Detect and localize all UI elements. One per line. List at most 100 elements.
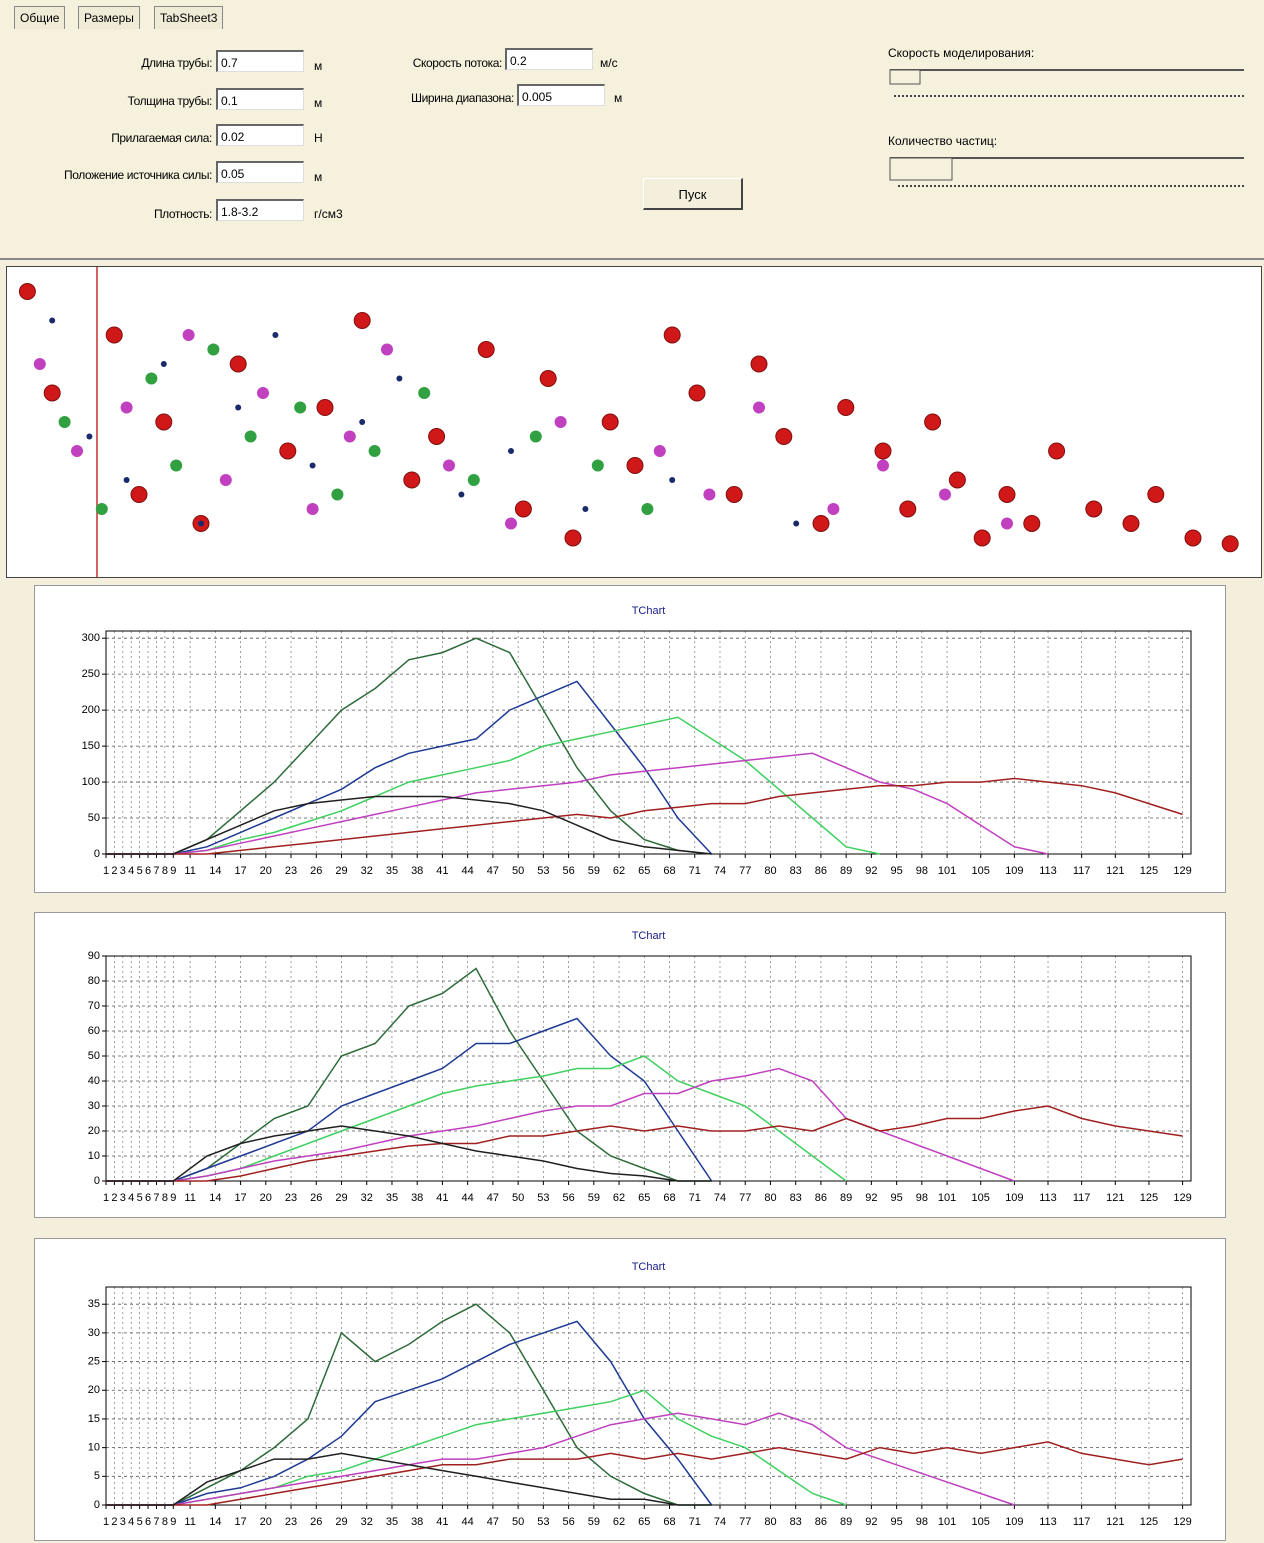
x-tick-label: 14 <box>209 865 221 877</box>
particle <box>272 332 278 338</box>
particle <box>515 501 531 517</box>
particle <box>654 445 666 457</box>
particle <box>230 356 246 372</box>
x-tick-label: 117 <box>1073 865 1091 877</box>
particle <box>96 503 108 515</box>
text-input[interactable]: 0.05 <box>216 161 304 183</box>
particle <box>726 487 742 503</box>
x-tick-label: 53 <box>537 1516 549 1528</box>
x-tick-label: 7 <box>153 1192 159 1204</box>
x-tick-label: 9 <box>170 865 176 877</box>
particle <box>443 460 455 472</box>
particle <box>280 443 296 459</box>
particle <box>877 460 889 472</box>
slider[interactable] <box>888 62 1244 102</box>
start-button[interactable]: Пуск <box>643 178 743 210</box>
y-tick-label: 250 <box>82 668 100 680</box>
tab[interactable]: Размеры <box>78 6 140 29</box>
x-tick-label: 74 <box>714 1192 726 1204</box>
x-tick-label: 5 <box>137 1516 143 1528</box>
x-tick-label: 26 <box>310 1516 322 1528</box>
particle <box>1148 487 1164 503</box>
particle <box>198 521 204 527</box>
chart-panel: TChart0501001502002503001234567891114172… <box>34 585 1226 893</box>
x-tick-label: 4 <box>128 865 134 877</box>
text-input[interactable]: 0.7 <box>216 50 304 72</box>
particle <box>369 445 381 457</box>
particle <box>170 460 182 472</box>
unit: м <box>314 96 322 110</box>
x-tick-label: 8 <box>162 1192 168 1204</box>
text-input[interactable]: 0.02 <box>216 124 304 146</box>
field-label: Длина трубы: <box>0 56 212 70</box>
x-tick-label: 9 <box>170 1516 176 1528</box>
unit: м <box>614 91 622 105</box>
x-tick-label: 74 <box>714 865 726 877</box>
x-tick-label: 113 <box>1039 1192 1057 1204</box>
particle <box>999 487 1015 503</box>
x-tick-label: 14 <box>209 1192 221 1204</box>
x-tick-label: 121 <box>1106 1192 1124 1204</box>
particle <box>939 489 951 501</box>
x-tick-label: 35 <box>386 1516 398 1528</box>
particle <box>689 385 705 401</box>
x-tick-label: 26 <box>310 865 322 877</box>
x-tick-label: 129 <box>1173 1192 1191 1204</box>
particle <box>156 414 172 430</box>
x-tick-label: 129 <box>1173 865 1191 877</box>
x-tick-label: 65 <box>638 1192 650 1204</box>
text-input[interactable]: 0.2 <box>505 48 593 70</box>
particle <box>530 431 542 443</box>
particle <box>592 460 604 472</box>
chart-title: TChart <box>632 1261 666 1273</box>
text-input[interactable]: 0.1 <box>216 88 304 110</box>
particle <box>1185 530 1201 546</box>
particle <box>49 318 55 324</box>
x-tick-label: 32 <box>361 1516 373 1528</box>
y-tick-label: 300 <box>82 632 100 644</box>
x-tick-label: 62 <box>613 865 625 877</box>
series-line <box>106 681 712 854</box>
x-tick-label: 129 <box>1173 1516 1191 1528</box>
x-tick-label: 38 <box>411 865 423 877</box>
x-tick-label: 77 <box>739 865 751 877</box>
tab[interactable]: Общие <box>14 6 65 29</box>
x-tick-label: 3 <box>120 865 126 877</box>
y-tick-label: 30 <box>88 1327 100 1339</box>
x-tick-label: 95 <box>890 1192 902 1204</box>
x-tick-label: 113 <box>1039 865 1057 877</box>
text-input[interactable]: 0.005 <box>517 84 605 106</box>
y-tick-label: 80 <box>88 975 100 987</box>
x-tick-label: 6 <box>145 1192 151 1204</box>
particle <box>540 371 556 387</box>
text-input[interactable]: 1.8-3.2 <box>216 199 304 221</box>
x-tick-label: 56 <box>562 865 574 877</box>
x-tick-label: 56 <box>562 1192 574 1204</box>
x-tick-label: 80 <box>764 1192 776 1204</box>
x-tick-label: 5 <box>137 865 143 877</box>
x-tick-label: 89 <box>840 1192 852 1204</box>
field-label: Прилагаемая сила: <box>0 131 212 145</box>
x-tick-label: 62 <box>613 1516 625 1528</box>
particle <box>478 342 494 358</box>
x-tick-label: 92 <box>865 1516 877 1528</box>
x-tick-label: 101 <box>938 865 956 877</box>
series-line <box>106 797 712 855</box>
x-tick-label: 125 <box>1140 1192 1158 1204</box>
x-tick-label: 41 <box>436 1516 448 1528</box>
particle <box>59 416 71 428</box>
x-tick-label: 56 <box>562 1516 574 1528</box>
x-tick-label: 9 <box>170 1192 176 1204</box>
particle <box>106 327 122 343</box>
particle <box>1024 516 1040 532</box>
x-tick-label: 109 <box>1005 1192 1023 1204</box>
tab[interactable]: TabSheet3 <box>154 6 223 29</box>
x-tick-label: 1 <box>103 1516 109 1528</box>
x-tick-label: 68 <box>663 1516 675 1528</box>
slider[interactable] <box>888 150 1244 190</box>
chart-title: TChart <box>632 930 666 942</box>
unit: м/с <box>600 56 618 70</box>
particle <box>257 387 269 399</box>
particle <box>86 434 92 440</box>
